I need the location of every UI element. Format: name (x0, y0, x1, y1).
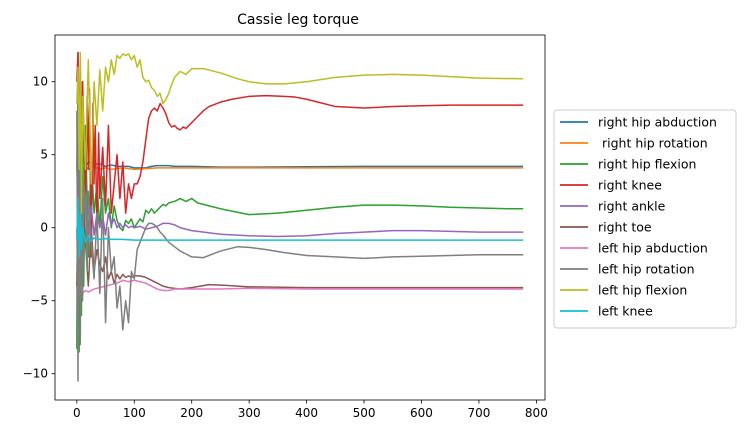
x-tick-label: 800 (525, 406, 548, 420)
legend-label-9: left knee (598, 304, 653, 319)
y-tick-label: 0 (40, 221, 48, 235)
x-tick-label: 100 (123, 406, 146, 420)
plot-area (54, 34, 546, 401)
legend-label-7: left hip rotation (598, 262, 695, 277)
chart-title: Cassie leg torque (237, 12, 359, 28)
legend-label-5: right toe (598, 220, 652, 235)
y-tick-label: −10 (23, 367, 48, 381)
legend-label-4: right ankle (598, 199, 666, 214)
legend-label-6: left hip abduction (598, 241, 708, 256)
legend: right hip abduction right hip rotation ri… (553, 109, 737, 329)
x-tick-label: 0 (73, 406, 81, 420)
y-tick-label: 10 (33, 75, 48, 89)
legend-label-8: left hip flexion (598, 283, 687, 298)
legend-label-2: right hip flexion (598, 157, 696, 172)
legend-box (553, 109, 737, 329)
legend-label-0: right hip abduction (598, 115, 717, 130)
x-tick-label: 700 (467, 406, 490, 420)
series-line-8 (76, 51, 524, 214)
y-axis: −10 −5 0 5 10 (23, 75, 55, 381)
x-tick-label: 200 (180, 406, 203, 420)
y-tick-label: −5 (30, 294, 48, 308)
legend-label-3: right knee (598, 178, 662, 193)
series-line-3 (76, 51, 524, 258)
x-tick-label: 300 (238, 406, 261, 420)
y-tick-label: 5 (40, 148, 48, 162)
x-tick-label: 400 (295, 406, 318, 420)
series-lines (76, 51, 524, 382)
series-line-6 (76, 279, 524, 296)
series-line-7 (76, 110, 524, 382)
x-tick-label: 500 (353, 406, 376, 420)
legend-label-1: right hip rotation (598, 136, 708, 151)
plot-frame (54, 34, 546, 401)
series-line-1 (76, 124, 524, 200)
x-axis: 0 100 200 300 400 500 600 700 800 (73, 400, 548, 420)
series-line-9 (76, 197, 524, 258)
x-tick-label: 600 (410, 406, 433, 420)
